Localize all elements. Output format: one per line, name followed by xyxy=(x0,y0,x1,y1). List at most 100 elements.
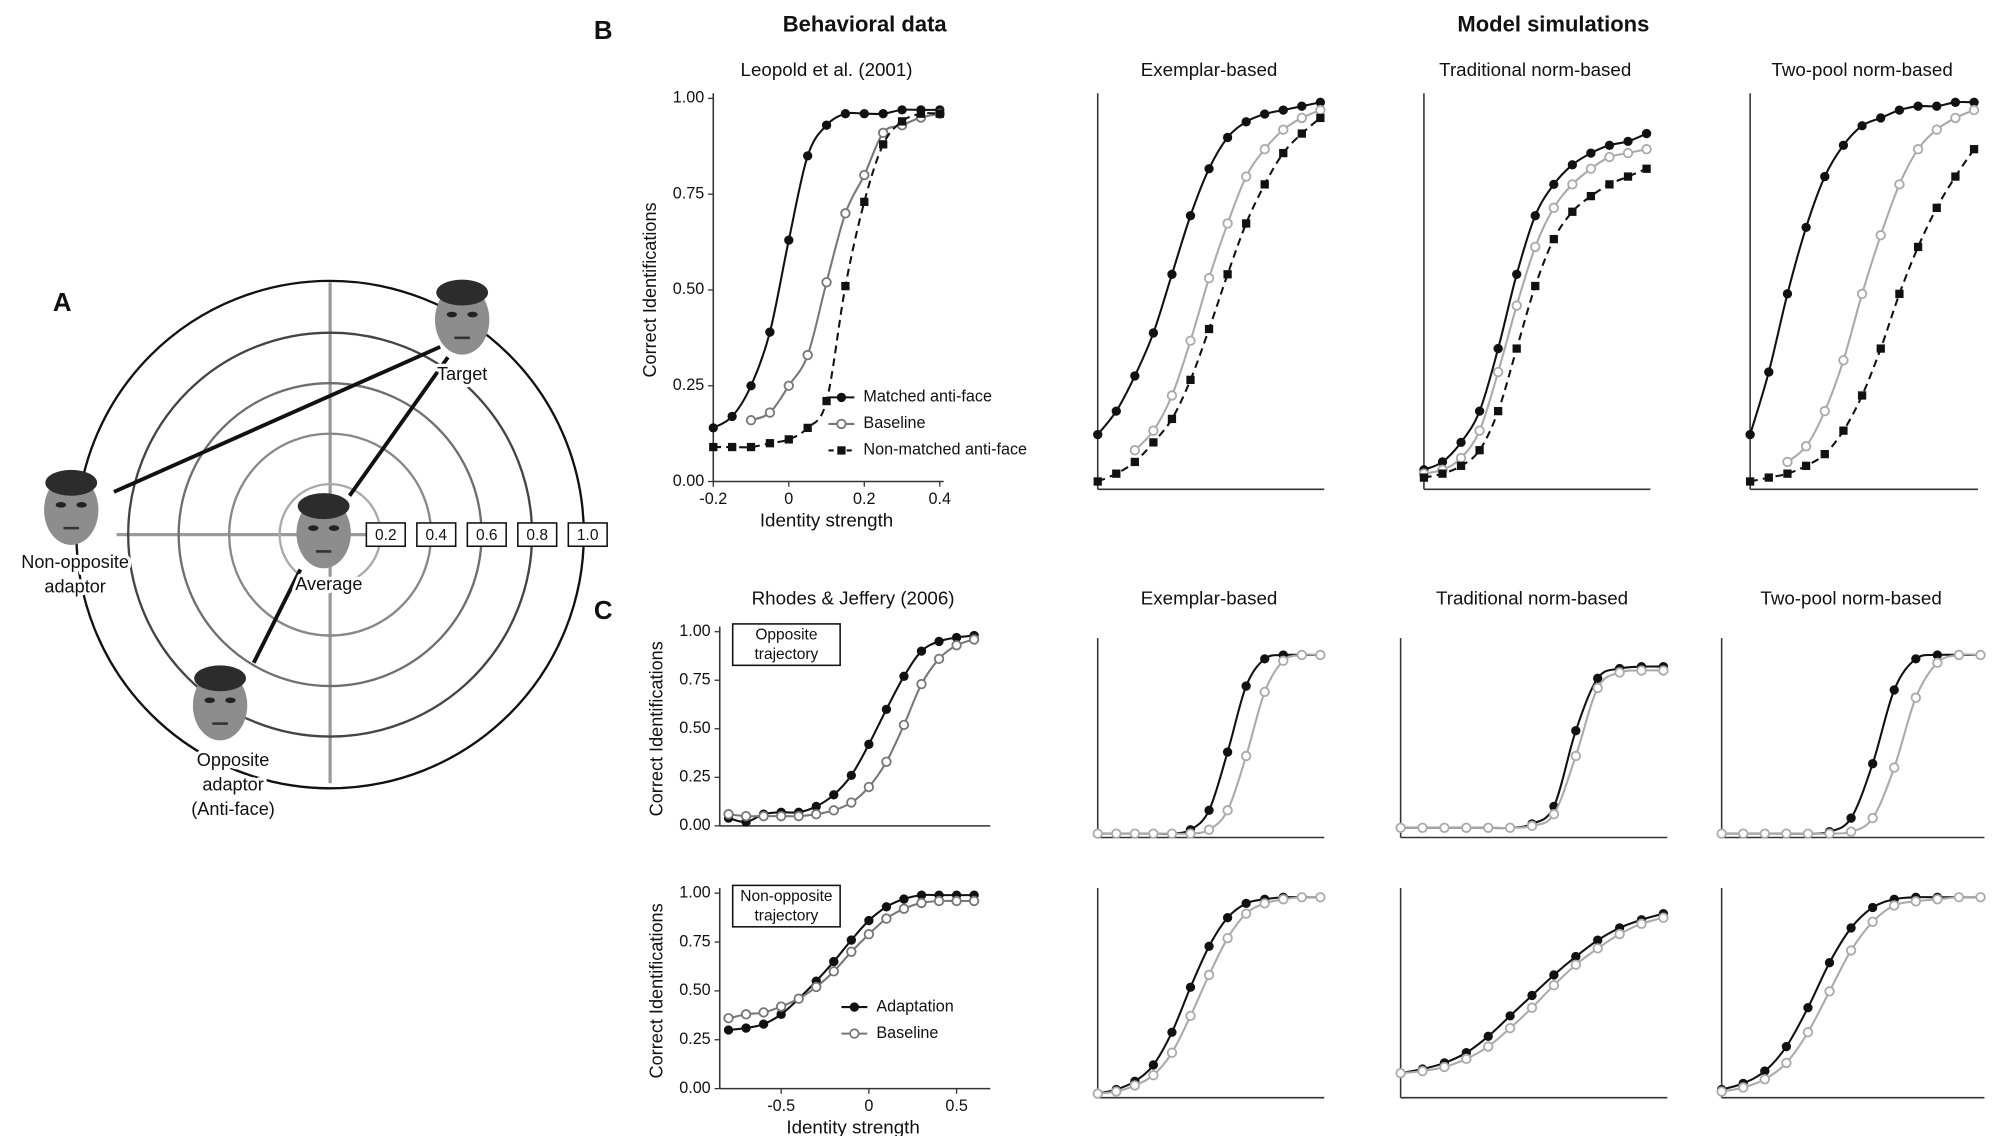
y-axis-label: Correct Identifications xyxy=(646,903,666,1078)
y-tick-label: 0.25 xyxy=(673,376,704,394)
marker xyxy=(783,380,794,391)
marker xyxy=(1868,902,1878,913)
marker xyxy=(1760,1066,1770,1076)
marker xyxy=(951,895,962,907)
series-line xyxy=(1097,896,1321,1095)
series-line xyxy=(1400,669,1664,829)
marker xyxy=(1801,461,1811,470)
marker xyxy=(728,442,737,452)
marker xyxy=(846,770,856,781)
marker xyxy=(1658,912,1669,923)
marker xyxy=(1781,1041,1792,1052)
series-line xyxy=(1097,896,1321,1095)
marker xyxy=(1623,136,1633,147)
marker xyxy=(1185,210,1196,221)
marker xyxy=(898,903,910,914)
marker xyxy=(1240,750,1252,762)
series-line xyxy=(1134,109,1321,451)
marker xyxy=(916,646,927,656)
marker xyxy=(1802,1027,1814,1038)
marker xyxy=(1439,1061,1450,1073)
marker xyxy=(1549,179,1559,190)
marker xyxy=(803,423,812,433)
marker xyxy=(1845,945,1857,956)
marker xyxy=(1567,179,1578,190)
chart-title: Exemplar-based xyxy=(1141,587,1278,608)
marker xyxy=(764,407,776,418)
marker xyxy=(1492,366,1504,378)
marker xyxy=(1223,270,1232,279)
face-hair xyxy=(194,665,246,692)
marker xyxy=(1889,762,1900,773)
marker xyxy=(1570,959,1581,970)
marker xyxy=(1593,935,1603,945)
marker xyxy=(775,1001,787,1012)
marker xyxy=(784,235,794,245)
series-line xyxy=(1721,653,1981,835)
marker xyxy=(1548,202,1559,214)
marker xyxy=(1241,898,1251,909)
marker xyxy=(1475,446,1484,455)
marker xyxy=(1950,112,1961,124)
face-eye xyxy=(55,501,67,508)
chart-title: Traditional norm-based xyxy=(1436,587,1628,608)
marker xyxy=(1856,288,1868,300)
marker xyxy=(1260,654,1270,664)
marker xyxy=(811,809,822,820)
marker xyxy=(1456,437,1466,448)
marker xyxy=(1148,1070,1159,1081)
marker xyxy=(1932,101,1942,111)
marker xyxy=(1950,97,1961,107)
marker xyxy=(1571,951,1581,962)
x-tick-label: -0.2 xyxy=(699,490,727,508)
marker xyxy=(1129,445,1141,456)
marker xyxy=(968,895,980,907)
x-axis-label: Identity strength xyxy=(760,510,893,531)
marker xyxy=(1129,1080,1141,1091)
marker xyxy=(1548,809,1560,820)
marker xyxy=(863,781,875,793)
annotation-box xyxy=(731,623,841,667)
marker xyxy=(1932,894,1943,905)
marker xyxy=(846,946,857,957)
marker xyxy=(1222,132,1233,143)
marker xyxy=(1585,163,1597,174)
marker xyxy=(1636,665,1647,676)
marker xyxy=(859,169,870,181)
series-line xyxy=(1749,100,1975,435)
marker xyxy=(1296,649,1307,661)
series-line xyxy=(1721,653,1981,835)
marker xyxy=(1167,414,1177,424)
marker xyxy=(1259,144,1270,155)
marker xyxy=(840,208,851,219)
marker xyxy=(951,632,962,643)
marker xyxy=(1130,457,1139,467)
marker xyxy=(1241,117,1251,127)
marker xyxy=(881,756,892,767)
x-tick-label: 0.2 xyxy=(853,490,875,508)
marker xyxy=(1641,144,1652,155)
marker xyxy=(1419,473,1429,482)
marker xyxy=(1951,172,1960,181)
annotation: Opposite xyxy=(755,627,817,644)
marker xyxy=(1867,916,1878,927)
marker xyxy=(841,281,850,291)
y-tick-label: 0.75 xyxy=(673,184,704,202)
marker xyxy=(1222,218,1233,229)
series-line xyxy=(1749,148,1975,483)
marker xyxy=(758,810,769,822)
marker xyxy=(1800,441,1812,452)
marker xyxy=(822,396,831,406)
marker xyxy=(1636,918,1647,930)
marker xyxy=(1953,649,1965,661)
marker xyxy=(1953,892,1965,903)
marker xyxy=(1148,828,1159,839)
marker xyxy=(933,653,945,665)
marker xyxy=(1876,344,1885,353)
marker xyxy=(829,956,839,967)
legend-label: Adaptation xyxy=(876,997,953,1015)
marker xyxy=(864,915,874,926)
marker xyxy=(828,966,839,977)
series-line xyxy=(1423,148,1647,475)
